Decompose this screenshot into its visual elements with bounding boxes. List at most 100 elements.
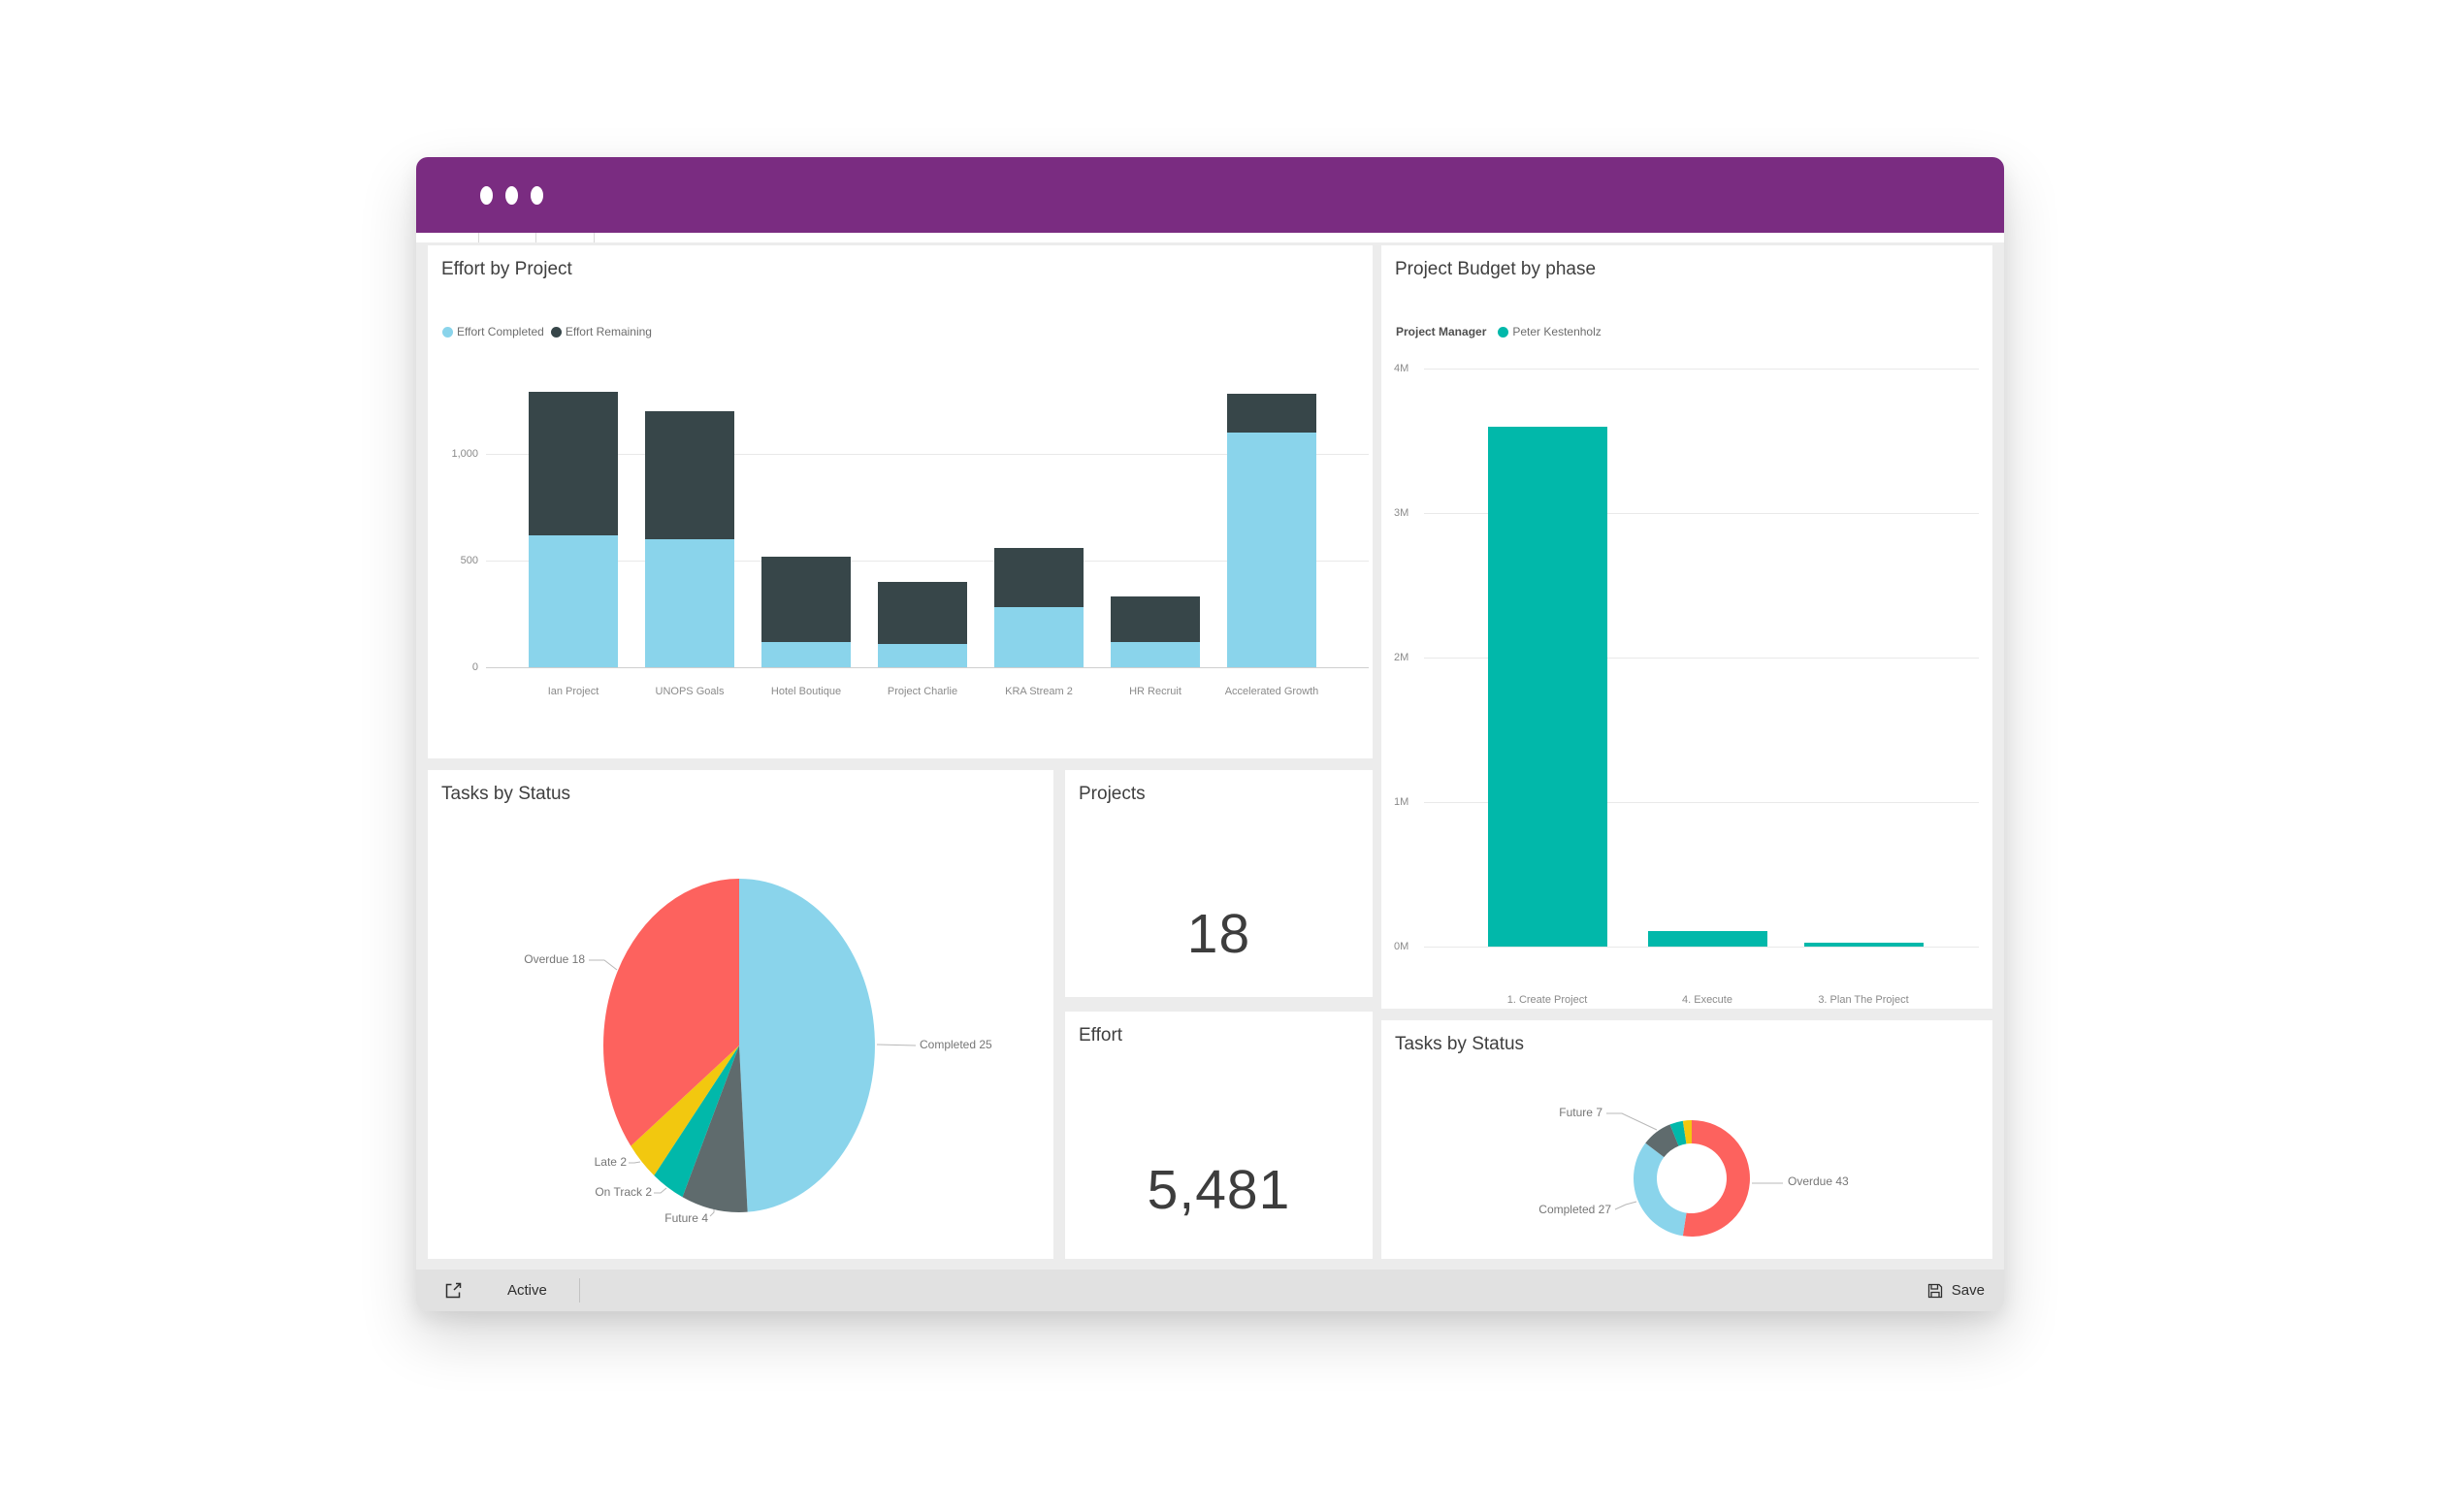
chart-legend: Project Manager Peter Kestenholz: [1396, 325, 1608, 338]
pie-slice[interactable]: [631, 1046, 739, 1175]
chart-legend: Effort Completed Effort Remaining: [442, 325, 659, 338]
card-title: Tasks by Status: [441, 784, 571, 804]
label-leader-line: [589, 959, 618, 971]
tab-divider: [478, 233, 479, 242]
x-axis-label: Project Charlie: [887, 686, 958, 697]
bar-segment[interactable]: [1111, 641, 1200, 667]
x-axis-label: 1. Create Project: [1506, 994, 1588, 1006]
donut-slice[interactable]: [1682, 1120, 1750, 1237]
gridline: [1424, 947, 1979, 948]
y-axis-tick: 3M: [1394, 507, 1409, 519]
card-title: Project Budget by phase: [1395, 259, 1597, 279]
tile-effort-kpi[interactable]: Effort 5,481: [1065, 1012, 1373, 1259]
kpi-value: 5,481: [1147, 1159, 1291, 1221]
donut-slice[interactable]: [1682, 1120, 1692, 1144]
legend-field-label: Project Manager: [1396, 325, 1487, 338]
label-leader-line: [876, 1044, 917, 1046]
donut-slice[interactable]: [1645, 1124, 1679, 1158]
bar-segment[interactable]: [1227, 394, 1316, 433]
footer-bar: Active Save: [416, 1270, 2004, 1311]
save-label: Save: [1951, 1282, 1985, 1299]
effort-plot: 1,000 500 0 Ian Project UNOPS Goals Hotel Bou…: [428, 245, 1373, 758]
save-button[interactable]: Save: [1926, 1270, 1985, 1311]
bar-segment[interactable]: [994, 607, 1084, 667]
footer-divider: [579, 1278, 580, 1303]
card-title: Projects: [1079, 784, 1146, 804]
bar-segment[interactable]: [645, 411, 734, 539]
tab-divider: [594, 233, 595, 242]
label-leader-line: [629, 1161, 641, 1164]
x-axis-label: Hotel Boutique: [770, 686, 842, 697]
gridline: [486, 561, 1369, 562]
x-axis-label: HR Recruit: [1129, 686, 1181, 697]
y-axis-tick: 0M: [1394, 941, 1409, 952]
bar-segment[interactable]: [994, 547, 1084, 608]
pie-label-overdue: Overdue 18: [524, 952, 585, 966]
legend-item: Peter Kestenholz: [1498, 325, 1602, 338]
pie-slice[interactable]: [603, 879, 739, 1146]
bar[interactable]: [1488, 426, 1607, 947]
tasks-donut-chart: [1606, 1112, 1783, 1237]
donut-label-overdue: Overdue 43: [1788, 1174, 1849, 1188]
x-axis-label: 4. Execute: [1682, 994, 1732, 1006]
pie-slice[interactable]: [654, 1046, 739, 1198]
bar-segment[interactable]: [761, 556, 851, 642]
bar-segment[interactable]: [878, 582, 967, 644]
y-axis-tick: 500: [460, 555, 478, 566]
y-axis-tick: 4M: [1394, 363, 1409, 374]
budget-plot: 4M 3M 2M 1M 0M 1. Create Project 4. Execute 3. …: [1381, 245, 1992, 1009]
menu-dot-icon: [480, 186, 493, 205]
status-label[interactable]: Active: [507, 1282, 547, 1299]
legend-label: Peter Kestenholz: [1512, 325, 1602, 338]
legend-label: Effort Remaining: [565, 325, 652, 338]
page-tab-strip[interactable]: [416, 233, 2004, 242]
gridline: [1424, 658, 1979, 659]
bar[interactable]: [1804, 942, 1924, 947]
y-axis-tick: 0: [471, 661, 478, 673]
y-axis-tick: 1,000: [451, 448, 478, 460]
bar-segment[interactable]: [529, 534, 618, 667]
legend-dot-icon: [550, 326, 562, 338]
legend-label: Effort Completed: [457, 325, 544, 338]
gridline: [486, 454, 1369, 455]
tile-project-budget-by-phase[interactable]: Project Budget by phase Project Manager …: [1381, 245, 1992, 1009]
x-axis-label: 3. Plan The Project: [1818, 994, 1909, 1006]
focus-mode-icon[interactable]: [443, 1280, 464, 1301]
x-axis-label: Ian Project: [547, 686, 599, 697]
kpi-value: 18: [1186, 903, 1251, 965]
tasks-pie-chart: [589, 879, 917, 1217]
menu-dot-icon: [505, 186, 518, 205]
tile-tasks-by-status-pie[interactable]: Tasks by Status Completed 25 Future 4 On…: [428, 770, 1053, 1259]
pie-slice[interactable]: [739, 879, 875, 1212]
x-axis-label: KRA Stream 2: [1005, 686, 1073, 697]
bar-segment[interactable]: [878, 643, 967, 667]
bar-segment[interactable]: [645, 539, 734, 667]
y-axis-tick: 1M: [1394, 796, 1409, 808]
pie-slice[interactable]: [682, 1046, 748, 1212]
tile-effort-by-project[interactable]: Effort by Project Effort Completed Effor…: [428, 245, 1373, 758]
legend-item: Effort Remaining: [550, 325, 652, 338]
bar-segment[interactable]: [1227, 433, 1316, 667]
tile-tasks-by-status-donut[interactable]: Tasks by Status Overdue 43 Completed 27 …: [1381, 1020, 1992, 1259]
donut-slice[interactable]: [1669, 1120, 1687, 1146]
bar-segment[interactable]: [1111, 596, 1200, 642]
card-title: Tasks by Status: [1395, 1034, 1525, 1054]
bar-segment[interactable]: [761, 641, 851, 667]
donut-slice[interactable]: [1633, 1142, 1687, 1237]
donut-label-future: Future 7: [1559, 1106, 1602, 1119]
pie-label-on-track: On Track 2: [595, 1185, 652, 1199]
legend-dot-icon: [442, 326, 453, 338]
card-title: Effort by Project: [441, 259, 572, 279]
card-title: Effort: [1079, 1025, 1123, 1046]
app-window: Effort by Project Effort Completed Effor…: [416, 157, 2004, 1311]
legend-item: Effort Completed: [442, 325, 544, 338]
bar[interactable]: [1648, 930, 1767, 947]
y-axis-tick: 2M: [1394, 652, 1409, 663]
bar-segment[interactable]: [529, 392, 618, 535]
tile-projects-kpi[interactable]: Projects 18: [1065, 770, 1373, 997]
pie-label-future: Future 4: [664, 1211, 708, 1225]
x-axis-label: Accelerated Growth: [1224, 686, 1319, 697]
gridline: [1424, 369, 1979, 370]
window-menu-dots[interactable]: [480, 186, 543, 205]
